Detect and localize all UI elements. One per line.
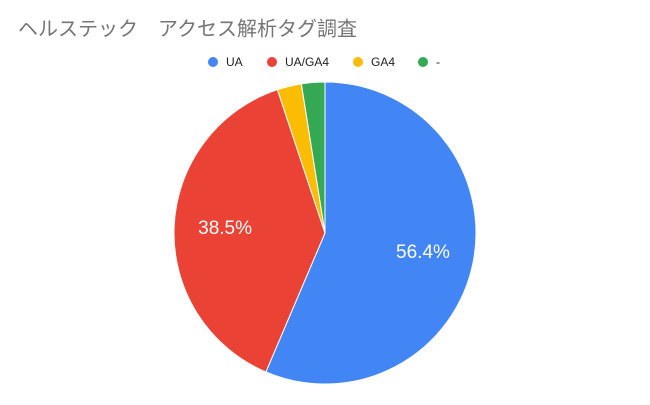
pie-slice — [300, 81, 326, 234]
pie-slice — [265, 81, 477, 385]
legend-label: GA4 — [371, 55, 395, 69]
legend-swatch — [353, 57, 363, 67]
legend-label: UA — [226, 55, 243, 69]
legend-swatch — [418, 57, 428, 67]
legend-label: UA/GA4 — [285, 55, 329, 69]
legend-swatch — [267, 57, 277, 67]
data-label: 38.5% — [198, 218, 252, 239]
legend-label: - — [436, 55, 440, 69]
pie-slice — [173, 89, 326, 373]
data-label: 56.4% — [396, 242, 450, 263]
legend-swatch — [208, 57, 218, 67]
chart-title: ヘルステック アクセス解析タグ調査 — [18, 17, 357, 40]
